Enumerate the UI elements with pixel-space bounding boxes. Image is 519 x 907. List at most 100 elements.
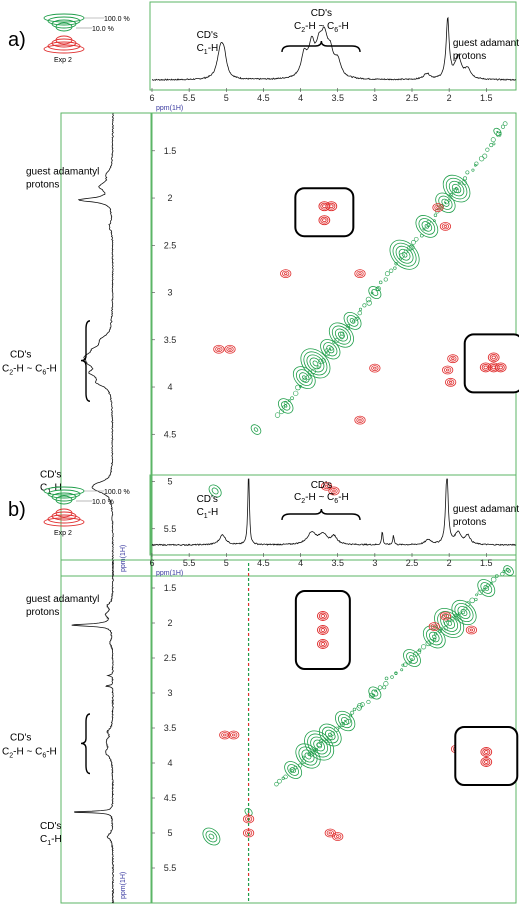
positive-contour-speck [283, 400, 288, 405]
inset-contour [327, 202, 336, 210]
positive-contour-speck [475, 593, 479, 597]
positive-contour-speck [316, 365, 320, 369]
panel-a: a) 100.0 % 10.0 % Exp 2 6 5.5 5 4.5 4 3.5 3 2.5 2 1.5… [2, 1, 519, 577]
positive-contour-speck [438, 629, 442, 633]
positive-contour-peak [208, 833, 215, 840]
positive-contour-speck [489, 143, 494, 148]
positive-contour-peak [287, 764, 300, 776]
negative-contour-peak [441, 613, 450, 619]
positive-contour-speck [384, 676, 389, 681]
negative-contour-peak [371, 365, 379, 372]
legend-low-label: 10.0 % [92, 26, 114, 33]
negative-contour-peak [356, 270, 364, 277]
positive-contour-speck [416, 649, 422, 655]
side-annotation-guest-line2: protons [26, 607, 59, 618]
negative-contour-peak [336, 835, 340, 838]
legend-positive-contour [47, 489, 81, 499]
positive-contour-speck [422, 227, 426, 231]
negative-contour-peak [358, 418, 362, 422]
x-tick-label: 4.5 [257, 93, 270, 103]
x-axis-label: ppm(1H) [156, 105, 183, 112]
y-tick-label: 5.5 [164, 524, 177, 534]
side-annotation-c2c6-line1: CD's [10, 732, 31, 743]
positive-contour-speck [332, 340, 336, 344]
positive-contour-speck [377, 685, 383, 690]
top-annotation-c2c6-line1: CD's [311, 480, 332, 491]
x-tick-label: 4 [298, 558, 303, 568]
positive-contour-peak [304, 752, 312, 760]
top-annotation-guest-line1: guest adamantyl [453, 38, 519, 49]
top-brace-c2c6 [281, 508, 361, 521]
positive-contour-speck [457, 612, 461, 616]
positive-contour-speck [454, 613, 458, 618]
positive-contour-peak [371, 289, 379, 296]
positive-contour-speck [277, 778, 282, 784]
diagonal-contours [202, 565, 514, 846]
positive-contour-peak [389, 239, 420, 270]
positive-contour-speck [352, 707, 357, 712]
side-1d-spectrum [71, 560, 115, 904]
side-spectrum-frame [60, 112, 152, 577]
positive-contour-speck [366, 699, 371, 705]
positive-contour-speck [308, 751, 314, 757]
contour-legend: 100.0 % 10.0 % Exp 2 [43, 13, 130, 64]
inset-contour [491, 355, 496, 360]
top-annotation-guest-line2: protons [453, 51, 486, 62]
y-tick-label: 1.5 [164, 583, 177, 593]
positive-contour-speck [298, 385, 302, 388]
negative-contour-peak [328, 486, 340, 496]
inset-contour [320, 216, 329, 224]
legend-negative-contour [43, 44, 85, 54]
inset-contour [480, 757, 493, 767]
positive-contour-speck [293, 390, 299, 396]
negative-contour-peak [320, 481, 333, 491]
inset-frame [294, 187, 355, 238]
inset-frame [294, 590, 351, 670]
inset-contour [483, 365, 488, 370]
legend-positive-contour [51, 492, 77, 502]
side-annotation-guest-line1: guest adamantyl [26, 594, 99, 605]
positive-contour-peak [329, 348, 332, 351]
inset-box-1 [294, 187, 355, 238]
positive-contour-peak [309, 357, 322, 370]
positive-contour-peak [299, 372, 310, 383]
positive-contour-speck [465, 601, 471, 607]
legend-positive-contour [43, 13, 85, 23]
y-tick-label: 3 [167, 288, 172, 298]
positive-contour-speck [374, 689, 378, 693]
inset-contour [320, 628, 326, 632]
panel-b: b) 100.0 % 10.0 % Exp 2 6 5.5 5 4.5 4 3.5 3 2.5 2 1.5… [2, 474, 519, 904]
positive-contour-speck [409, 244, 415, 250]
positive-contour-speck [333, 726, 340, 732]
negative-contour-peak [215, 346, 223, 353]
inset-contour [494, 362, 507, 373]
side-annotation-c2c6-line1: CD's [10, 350, 31, 361]
positive-contour-speck [390, 675, 394, 679]
negative-contour-peak [449, 355, 457, 362]
positive-contour-speck [403, 249, 408, 254]
positive-contour-speck [440, 627, 443, 630]
positive-contour-peak [318, 723, 342, 747]
positive-contour-peak [253, 427, 259, 432]
inset-contour [489, 353, 498, 361]
negative-contour-peak [354, 269, 366, 279]
positive-contour-peak [445, 177, 468, 200]
positive-contour-speck [486, 583, 490, 587]
positive-contour-peak [415, 215, 439, 238]
y-tick-label: 2.5 [164, 653, 177, 663]
positive-contour-speck [457, 181, 461, 185]
positive-contour-peak [303, 351, 328, 376]
positive-contour-speck [328, 346, 334, 351]
positive-contour-speck [357, 310, 363, 316]
positive-contour-speck [420, 644, 427, 650]
y-tick-label: 1.5 [164, 146, 177, 156]
legend-experiment-label: Exp 2 [54, 530, 72, 537]
positive-contour-peak [349, 318, 356, 324]
positive-contour-peak [448, 180, 465, 197]
x-tick-label: 2.5 [406, 93, 419, 103]
positive-contour-peak [300, 348, 331, 379]
positive-contour-speck [394, 671, 398, 675]
positive-contour-speck [444, 620, 450, 626]
legend-high-label: 100.0 % [104, 16, 130, 23]
inset-contour [484, 760, 489, 764]
